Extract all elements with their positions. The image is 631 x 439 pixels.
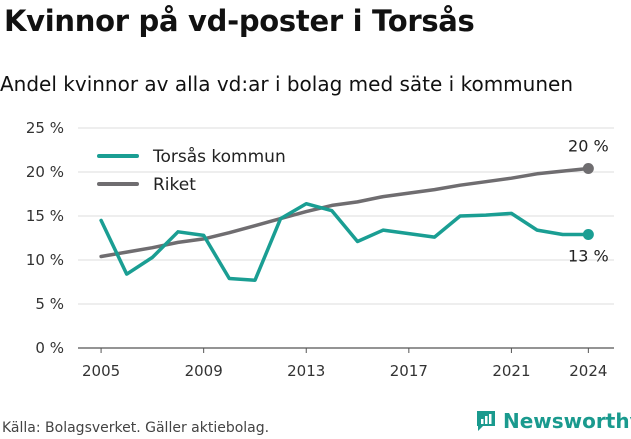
series-line-torsas xyxy=(99,201,591,282)
brand-name: Newsworthy xyxy=(503,409,631,433)
x-tick-label: 2005 xyxy=(82,362,120,380)
chart-title: Kvinnor på vd-poster i Torsås xyxy=(4,4,475,38)
x-tick-label: 2009 xyxy=(185,362,223,380)
end-label-torsas: 13 % xyxy=(568,246,609,265)
legend-label-riket: Riket xyxy=(153,175,196,195)
series-lines xyxy=(99,162,594,282)
y-tick-label: 0 % xyxy=(35,339,64,357)
y-tick-label: 25 % xyxy=(26,119,64,137)
y-tick-label: 20 % xyxy=(26,163,64,181)
source-note: Källa: Bolagsverket. Gäller aktiebolag. xyxy=(2,420,270,436)
x-tick-label: 2024 xyxy=(569,362,607,380)
x-tick-label: 2021 xyxy=(492,362,530,380)
y-tick-label: 5 % xyxy=(35,295,64,313)
x-tick-label: 2017 xyxy=(390,362,428,380)
gridlines xyxy=(78,127,614,349)
x-axis: 2005 2009 2013 2017 2021 2024 xyxy=(82,348,607,380)
series-line-riket xyxy=(99,166,591,259)
y-axis: 0 % 5 % 10 % 15 % 20 % 25 % xyxy=(26,119,64,357)
end-labels: 20 % 13 % xyxy=(568,136,609,265)
x-tick-label: 2013 xyxy=(287,362,325,380)
y-tick-label: 10 % xyxy=(26,251,64,269)
end-point-torsas xyxy=(582,228,594,240)
end-point-riket xyxy=(582,162,594,174)
brand-logo: Newsworthy xyxy=(475,409,631,433)
end-label-riket: 20 % xyxy=(568,136,609,155)
newsworthy-logo-icon xyxy=(477,411,495,431)
chart-subtitle: Andel kvinnor av alla vd:ar i bolag med … xyxy=(0,72,573,96)
legend: Torsås kommun Riket xyxy=(97,146,286,195)
y-tick-label: 15 % xyxy=(26,207,64,225)
legend-label-torsas: Torsås kommun xyxy=(152,146,286,167)
